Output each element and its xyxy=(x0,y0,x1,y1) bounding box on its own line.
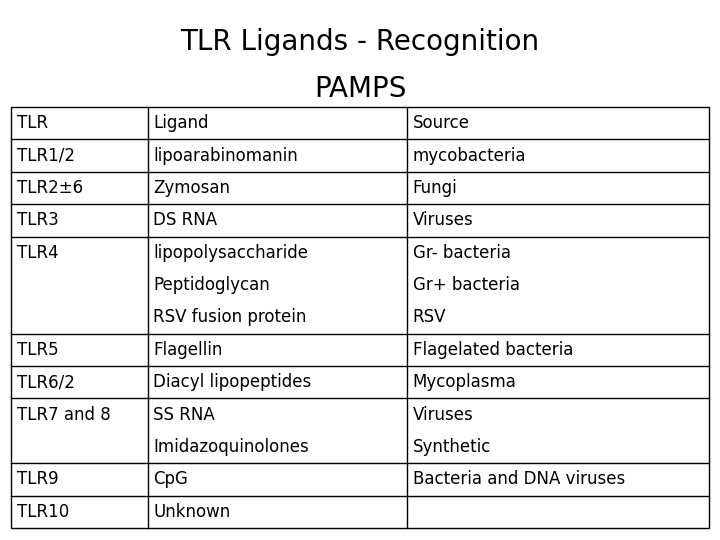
Text: Viruses: Viruses xyxy=(413,406,473,424)
Text: DS RNA: DS RNA xyxy=(153,211,217,230)
Bar xyxy=(11,107,709,528)
Text: TLR Ligands - Recognition: TLR Ligands - Recognition xyxy=(181,28,539,56)
Text: TLR1/2: TLR1/2 xyxy=(17,146,75,165)
Text: Gr+ bacteria: Gr+ bacteria xyxy=(413,276,520,294)
Text: TLR10: TLR10 xyxy=(17,503,69,521)
Text: Unknown: Unknown xyxy=(153,503,230,521)
Text: Gr- bacteria: Gr- bacteria xyxy=(413,244,510,262)
Text: Flagelated bacteria: Flagelated bacteria xyxy=(413,341,573,359)
Text: TLR7 and 8: TLR7 and 8 xyxy=(17,406,110,424)
Text: Synthetic: Synthetic xyxy=(413,438,491,456)
Text: PAMPS: PAMPS xyxy=(314,75,406,103)
Text: Peptidoglycan: Peptidoglycan xyxy=(153,276,270,294)
Text: Diacyl lipopeptides: Diacyl lipopeptides xyxy=(153,373,312,392)
Text: Source: Source xyxy=(413,114,469,132)
Text: lipoarabinomanin: lipoarabinomanin xyxy=(153,146,298,165)
Text: TLR4: TLR4 xyxy=(17,244,58,262)
Text: Mycoplasma: Mycoplasma xyxy=(413,373,516,392)
Text: lipopolysaccharide: lipopolysaccharide xyxy=(153,244,308,262)
Text: TLR5: TLR5 xyxy=(17,341,58,359)
Text: Bacteria and DNA viruses: Bacteria and DNA viruses xyxy=(413,470,625,488)
Text: Flagellin: Flagellin xyxy=(153,341,222,359)
Text: mycobacteria: mycobacteria xyxy=(413,146,526,165)
Text: Fungi: Fungi xyxy=(413,179,457,197)
Text: SS RNA: SS RNA xyxy=(153,406,215,424)
Text: RSV: RSV xyxy=(413,308,446,327)
Text: Ligand: Ligand xyxy=(153,114,209,132)
Text: TLR: TLR xyxy=(17,114,48,132)
Text: TLR3: TLR3 xyxy=(17,211,58,230)
Text: CpG: CpG xyxy=(153,470,188,488)
Text: Zymosan: Zymosan xyxy=(153,179,230,197)
Text: TLR6/2: TLR6/2 xyxy=(17,373,74,392)
Text: TLR9: TLR9 xyxy=(17,470,58,488)
Text: TLR2±6: TLR2±6 xyxy=(17,179,83,197)
Text: Imidazoquinolones: Imidazoquinolones xyxy=(153,438,309,456)
Text: RSV fusion protein: RSV fusion protein xyxy=(153,308,307,327)
Text: Viruses: Viruses xyxy=(413,211,473,230)
